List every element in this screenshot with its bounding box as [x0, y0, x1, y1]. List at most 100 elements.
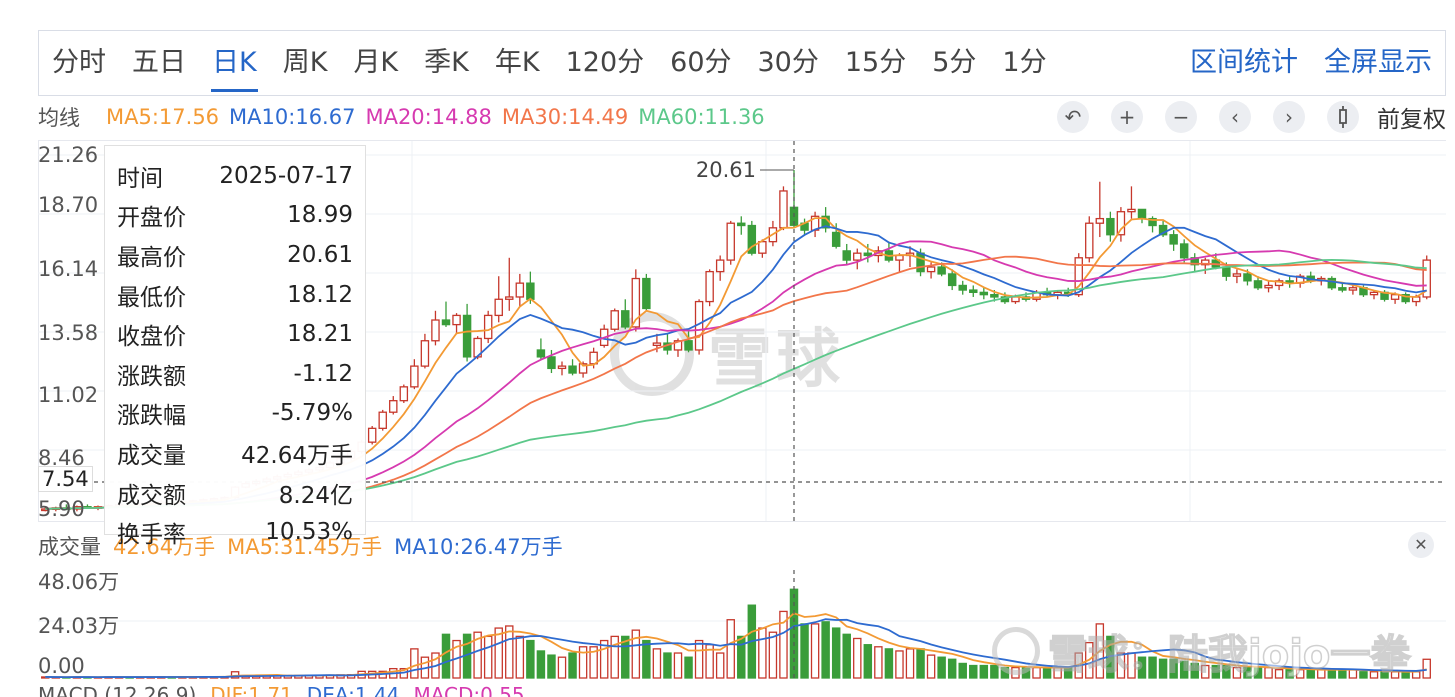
- price-axis-label: 16.14: [38, 257, 99, 281]
- tab-月K[interactable]: 月K: [353, 47, 399, 78]
- volume-bar: [842, 633, 851, 679]
- tab-15分[interactable]: 15分: [844, 47, 907, 78]
- tooltip-row: 收盘价 18.21: [117, 314, 353, 354]
- tab-60分[interactable]: 60分: [670, 47, 732, 78]
- adjust-mode-button[interactable]: 前复权: [1377, 107, 1446, 133]
- tab-1分[interactable]: 1分: [1002, 47, 1047, 78]
- candle-body: [1401, 294, 1410, 303]
- volume-bar: [1274, 669, 1284, 679]
- candle-body: [979, 291, 989, 296]
- ma-value: MA10:16.67: [229, 105, 356, 129]
- tooltip-key: 时间: [117, 165, 163, 192]
- candle-body: [515, 282, 525, 298]
- candle-body: [747, 224, 757, 254]
- tooltip-key: 开盘价: [117, 205, 186, 232]
- candle-body: [1137, 208, 1147, 220]
- volume-legend-row: 成交量 42.64万手 MA5:31.45万手 MA10:26.47万手 ✕: [38, 530, 1446, 562]
- price-chart-area[interactable]: [38, 140, 1446, 522]
- volume-bar: [1232, 666, 1242, 679]
- volume-bar: [483, 635, 493, 679]
- candle-body: [705, 270, 714, 303]
- candle-body: [621, 310, 630, 328]
- candle-body: [41, 508, 50, 512]
- volume-bar: [494, 627, 503, 679]
- volume-bar: [831, 627, 841, 679]
- price-axis-label: 21.26: [38, 143, 99, 167]
- candle-body: [389, 400, 398, 413]
- tooltip-key: 最高价: [117, 244, 186, 271]
- volume-ma10-line: [45, 618, 1427, 678]
- range-stats-button[interactable]: 区间统计: [1190, 47, 1298, 78]
- tooltip-row: 开盘价 18.99: [117, 196, 353, 236]
- max-price-label: 20.61: [696, 158, 756, 182]
- candle-body: [684, 340, 693, 351]
- candle-body: [895, 254, 904, 261]
- candle-body: [420, 340, 430, 367]
- close-icon[interactable]: ✕: [1408, 532, 1434, 558]
- undo-icon[interactable]: ↶: [1057, 101, 1089, 133]
- candle-body: [1106, 217, 1115, 236]
- volume-bar: [599, 639, 609, 679]
- candle-body: [557, 365, 567, 370]
- candle-body: [462, 314, 472, 358]
- right-actions: 区间统计 全屏显示: [1177, 30, 1445, 96]
- tooltip-row: 最高价 20.61: [117, 235, 353, 275]
- volume-axis-label: 0.00: [38, 654, 85, 678]
- tab-30分[interactable]: 30分: [757, 47, 819, 78]
- chevron-right-icon[interactable]: ›: [1273, 101, 1305, 133]
- volume-bar: [1359, 671, 1368, 679]
- volume-bar: [726, 619, 735, 679]
- macd-legend-row: MACD (12,26,9) DIF:1.71 DEA:1.44 MACD:0.55: [38, 683, 539, 697]
- tab-日K[interactable]: 日K: [199, 30, 270, 96]
- candle-body: [526, 282, 535, 300]
- author-watermark-text: 雪球：陆我jojo一拳: [1047, 631, 1411, 679]
- candle-body: [642, 277, 651, 310]
- chart-tools: ↶ + − ‹ › 前复权: [1035, 100, 1446, 134]
- volume-bar: [1243, 666, 1252, 679]
- candlestick-icon[interactable]: [1327, 101, 1359, 133]
- tooltip-row: 最低价 18.12: [117, 275, 353, 315]
- candle-body: [483, 314, 493, 340]
- candle-body: [652, 342, 662, 347]
- zoom-in-icon[interactable]: +: [1111, 101, 1143, 133]
- volume-bar: [916, 648, 925, 679]
- volume-bar: [779, 610, 788, 679]
- volume-bar: [810, 623, 820, 679]
- volume-bar: [821, 621, 830, 679]
- tab-五日[interactable]: 五日: [132, 47, 186, 78]
- tooltip-key: 涨跌额: [117, 363, 186, 390]
- volume-bar: [441, 633, 451, 679]
- tab-分时[interactable]: 分时: [52, 47, 106, 78]
- candle-body: [1243, 273, 1252, 282]
- tab-年K[interactable]: 年K: [494, 47, 540, 78]
- tab-5分[interactable]: 5分: [932, 47, 977, 78]
- tab-120分[interactable]: 120分: [565, 47, 645, 78]
- volume-bar: [1285, 669, 1294, 679]
- candle-body: [1348, 287, 1358, 291]
- zoom-out-icon[interactable]: −: [1165, 101, 1197, 133]
- candle-body: [673, 340, 683, 351]
- volume-bar: [800, 623, 809, 679]
- volume-axis-label: 24.03万: [38, 614, 120, 638]
- candle-body: [399, 386, 409, 402]
- volume-bar: [905, 648, 915, 679]
- candle-body: [758, 241, 767, 254]
- candle-body: [715, 259, 725, 273]
- tooltip-value: 18.12: [287, 281, 353, 308]
- fullscreen-button[interactable]: 全屏显示: [1324, 47, 1432, 78]
- chevron-left-icon[interactable]: ‹: [1219, 101, 1251, 133]
- volume-bar: [947, 658, 957, 679]
- volume-bar: [410, 648, 419, 679]
- volume-bar: [1116, 652, 1126, 679]
- macd-value: DIF:1.71: [210, 683, 293, 697]
- candle-body: [631, 277, 641, 328]
- volume-ma5-line: [45, 612, 1427, 679]
- candle-body: [578, 363, 588, 374]
- candle-body: [737, 222, 746, 227]
- price-axis-label: 5.90: [38, 497, 85, 521]
- tooltip-value: -1.12: [293, 360, 353, 387]
- candle-body: [410, 365, 419, 388]
- tab-周K[interactable]: 周K: [282, 47, 328, 78]
- tab-季K[interactable]: 季K: [424, 47, 469, 78]
- candle-body: [1338, 287, 1347, 291]
